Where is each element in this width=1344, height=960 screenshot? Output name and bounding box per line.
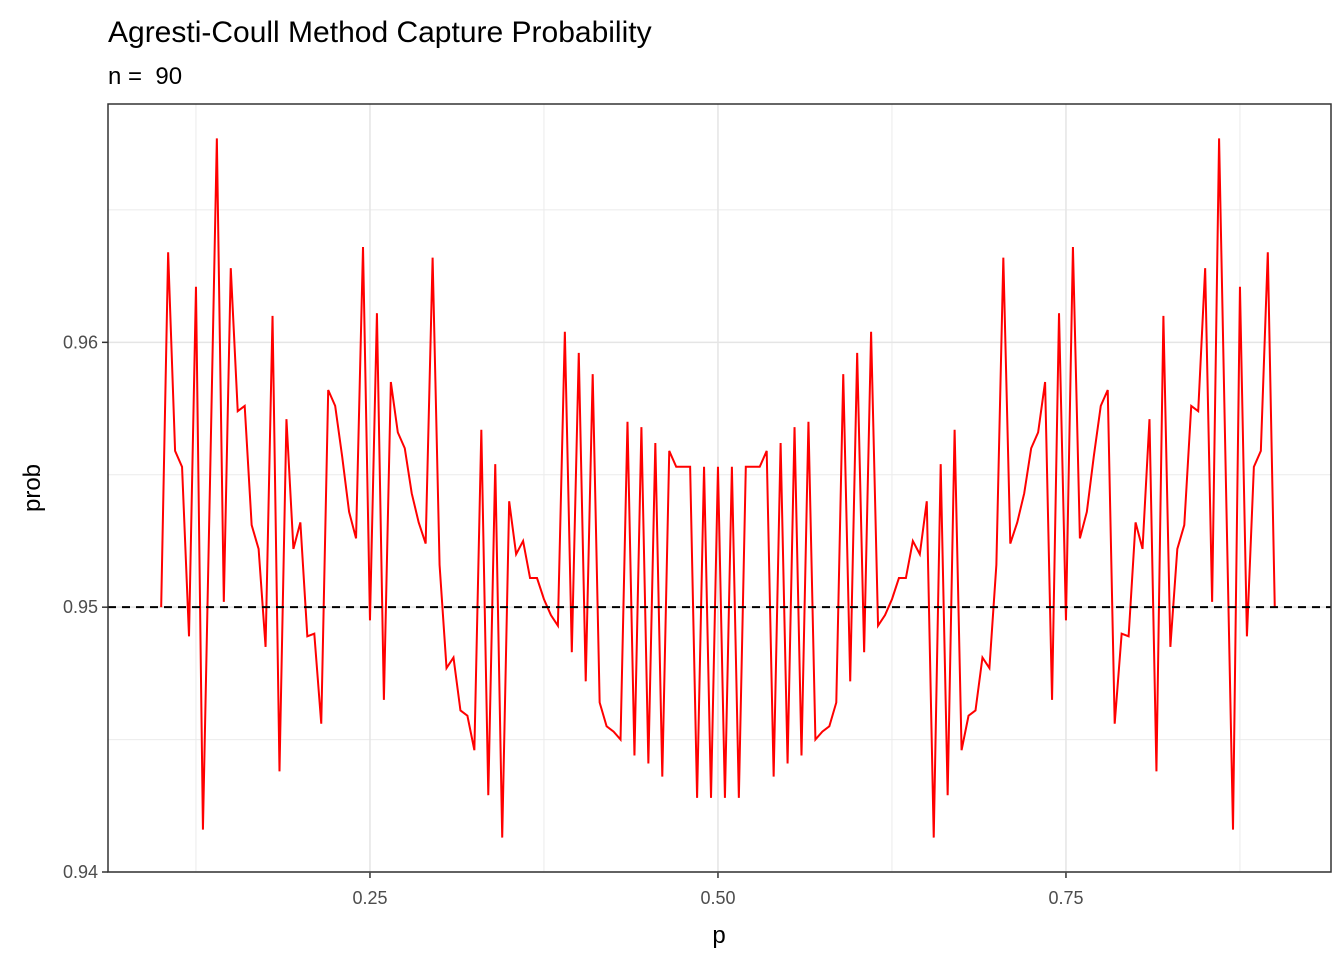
chart-title: Agresti-Coull Method Capture Probability [108,16,652,49]
x-tick-label: 0.75 [1048,888,1083,908]
data-line [160,138,1276,838]
x-tick-label: 0.50 [700,888,735,908]
panel-border [107,103,1332,873]
x-tick-label: 0.25 [352,888,387,908]
y-tick-label: 0.96 [63,332,98,352]
chart-subtitle: n = 90 [108,63,182,90]
x-axis-title: p [712,922,725,949]
y-tick-label: 0.94 [63,862,98,882]
y-tick-label: 0.95 [63,597,98,617]
y-axis-title: prob [19,464,46,512]
